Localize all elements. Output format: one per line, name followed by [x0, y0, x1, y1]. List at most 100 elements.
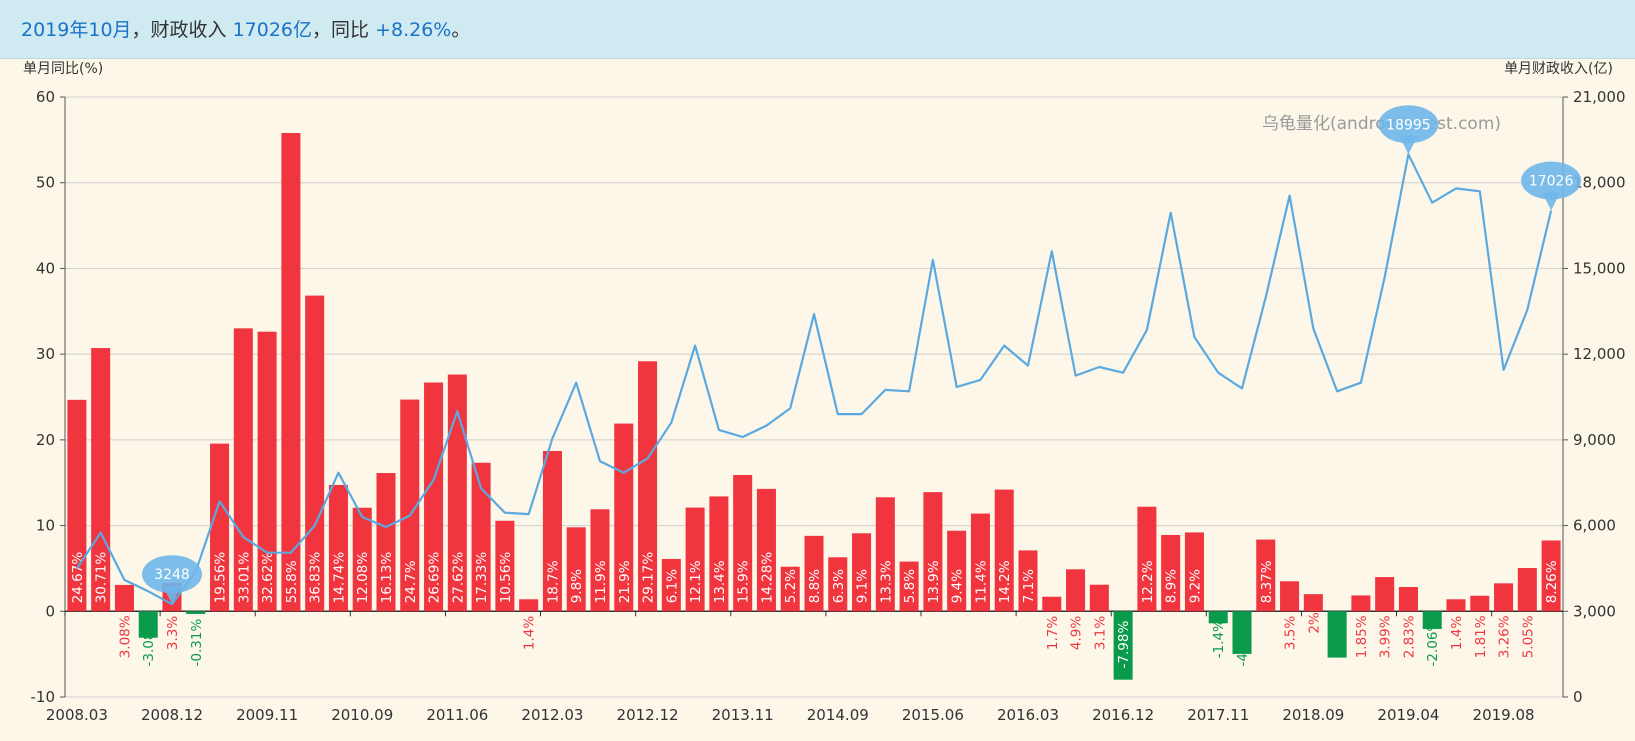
bar — [756, 488, 776, 612]
bar — [661, 559, 681, 612]
bar-label: 18.7% — [545, 560, 561, 603]
bar-label: 13.3% — [878, 560, 894, 603]
bar-label: -0.31% — [189, 619, 205, 667]
right-tick-label: 6,000 — [1573, 517, 1616, 535]
x-tick-label: 2010.09 — [331, 706, 393, 724]
right-tick-label: 15,000 — [1573, 259, 1626, 277]
bar-label: 1.7% — [1045, 616, 1061, 650]
bar-label: -4.97% — [1235, 619, 1251, 667]
bar — [1517, 568, 1537, 612]
bar — [970, 513, 990, 612]
bar — [424, 382, 444, 612]
bar — [1351, 595, 1371, 612]
bar-label: -3.08% — [141, 619, 157, 667]
bar — [1208, 611, 1228, 624]
summary-revenue: 17026亿 — [232, 19, 313, 41]
bar — [352, 507, 372, 612]
pin-bubble — [1378, 105, 1439, 144]
bar — [495, 520, 515, 612]
left-tick-label: 60 — [36, 88, 55, 106]
bar — [947, 530, 967, 612]
bar — [1184, 532, 1204, 612]
pin-bubble — [142, 555, 202, 594]
bar — [1089, 584, 1109, 612]
bar-label: 12.2% — [1140, 560, 1156, 603]
bar — [852, 533, 872, 612]
pin-label: 18995 — [1386, 117, 1431, 133]
bar-label: 32.62% — [260, 552, 276, 604]
pin-label: 17026 — [1529, 174, 1574, 190]
bar — [91, 348, 111, 612]
bar-label: 9.2% — [1187, 569, 1203, 603]
bar — [1018, 550, 1038, 612]
bar-label: 5.8% — [902, 569, 918, 603]
bar-label: 1.85% — [1354, 615, 1370, 658]
bar — [804, 535, 824, 612]
revenue-chart: 单月同比(%) 单月财政收入(亿) 60 50 40 30 20 10 0 -10 21,00… — [23, 61, 1626, 724]
revenue-line-series — [75, 153, 1553, 606]
bar — [923, 492, 943, 612]
left-axis-title: 单月同比(%) — [23, 61, 103, 77]
bar — [376, 473, 396, 612]
summary-date: 2019年10月 — [21, 19, 132, 41]
left-tick-label: 30 — [36, 345, 55, 363]
bar-label: 2.83% — [1401, 615, 1417, 658]
summary-sep2: ，同比 — [312, 19, 376, 41]
x-tick-label: 2018.09 — [1282, 706, 1344, 724]
x-tick-label: 2016.12 — [1092, 706, 1154, 724]
bar-label: 36.83% — [308, 552, 324, 604]
bar — [828, 557, 848, 612]
right-tick-label: 9,000 — [1573, 431, 1616, 449]
bar-label: 12.08% — [355, 552, 371, 604]
bar — [780, 566, 800, 612]
bar — [281, 133, 301, 612]
bar — [1113, 611, 1133, 680]
x-tick-label: 2008.12 — [141, 706, 203, 724]
bar-label: 9.4% — [950, 569, 966, 603]
bar-label: 9.8% — [569, 569, 585, 603]
bar — [257, 331, 277, 612]
bar-label: 3.08% — [117, 615, 133, 658]
right-axis-title: 单月财政收入(亿) — [1504, 61, 1613, 77]
left-tick-label: 10 — [36, 517, 55, 535]
bar-label: -2.06% — [1425, 619, 1441, 667]
bar-label: 1.4% — [1449, 616, 1465, 650]
bar-label: 13.4% — [712, 560, 728, 603]
bar-series: 24.67% 30.71% 3.08% -3.08% 3.3% -0.31% 19.56% 3… — [67, 133, 1561, 680]
bar — [875, 497, 895, 612]
bar-label: 3.5% — [1283, 616, 1299, 650]
bar — [566, 527, 586, 612]
bar — [186, 611, 206, 614]
left-tick-label: 0 — [45, 602, 55, 620]
bar-label: 14.28% — [759, 552, 775, 604]
bar-label: 6.1% — [664, 569, 680, 603]
bar-label: 24.7% — [403, 560, 419, 603]
x-tick-label: 2017.11 — [1187, 706, 1249, 724]
bar-label: 29.17% — [641, 552, 657, 604]
bar — [1422, 611, 1442, 629]
bar-label: 26.69% — [427, 552, 443, 604]
bar-label: 8.26% — [1544, 560, 1560, 603]
summary-sep1: ，财政收入 — [131, 19, 233, 41]
bar-label: -1.4% — [1211, 619, 1227, 658]
bar — [67, 399, 87, 612]
bar-label: 17.33% — [474, 552, 490, 604]
bar-label: 5.2% — [783, 569, 799, 603]
bar — [1375, 577, 1395, 612]
x-tick-label: 2012.03 — [521, 706, 583, 724]
bar-label: 13.9% — [926, 560, 942, 603]
bar-label: -7.98% — [1116, 621, 1132, 669]
left-tick-label: 20 — [36, 431, 55, 449]
bar-label: 55.8% — [284, 560, 300, 603]
left-tick-label: -10 — [31, 688, 56, 706]
bar — [1137, 506, 1157, 612]
x-tick-label: 2016.03 — [997, 706, 1059, 724]
x-tick-label: 2019.08 — [1473, 706, 1535, 724]
bar-label: 16.13% — [379, 552, 395, 604]
bar-label: 1.4% — [522, 616, 538, 650]
bar — [1398, 587, 1418, 612]
bar — [471, 462, 491, 612]
bar — [1470, 595, 1490, 612]
bar — [1042, 596, 1062, 612]
bar-label: 10.56% — [498, 552, 514, 604]
